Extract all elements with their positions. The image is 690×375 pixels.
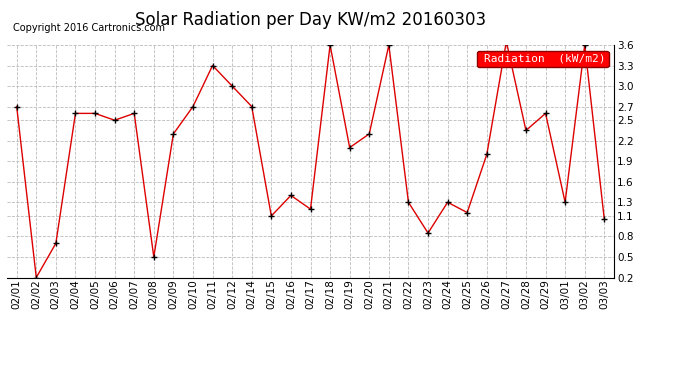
Legend: Radiation  (kW/m2): Radiation (kW/m2)	[477, 51, 609, 67]
Text: Copyright 2016 Cartronics.com: Copyright 2016 Cartronics.com	[13, 23, 165, 33]
Text: Solar Radiation per Day KW/m2 20160303: Solar Radiation per Day KW/m2 20160303	[135, 11, 486, 29]
